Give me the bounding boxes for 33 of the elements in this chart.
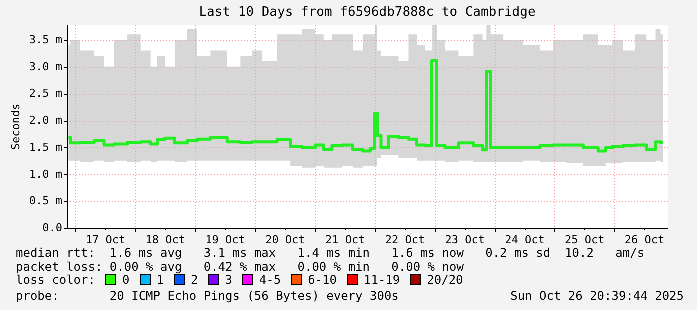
- x-tick-label: 23 Oct: [445, 234, 485, 246]
- y-tick-label: 0.5 m: [29, 194, 63, 208]
- text: 2: [190, 273, 198, 287]
- x-tick-label: 22 Oct: [385, 234, 426, 246]
- y-tick-label: 2.0 m: [29, 114, 63, 128]
- text: 11-19: [364, 273, 400, 287]
- x-tick-label: 19 Oct: [206, 234, 246, 246]
- y-tick-label: 1.5 m: [29, 140, 63, 154]
- x-tick-label: 26 Oct: [624, 234, 665, 246]
- x-tick-label: 20 Oct: [266, 234, 306, 246]
- text: 3: [225, 273, 232, 287]
- text: Sun Oct 26 20:39:44 2025: [510, 288, 684, 303]
- y-tick-label: 1.0 m: [29, 168, 63, 181]
- text: 0: [122, 273, 130, 287]
- y-tick-label: 2.5 m: [29, 87, 63, 100]
- x-tick-label: 24 Oct: [505, 234, 545, 246]
- text: 6-10: [308, 273, 338, 287]
- text: 4-5: [259, 273, 282, 287]
- chart-title: Last 10 Days from f6596db7888c to Cambridge: [199, 5, 536, 20]
- text: median rtt: 1.6 ms avg 3.1 ms max 1.4 ms min 1.6 ms now 0.2 ms sd 10.2 am/s: [16, 246, 646, 260]
- x-tick-label: 17 Oct: [86, 234, 126, 246]
- text: packet loss: 0.00 % avg 0.42 % max 0.00 % min 0.00 % now: [16, 260, 465, 274]
- y-tick-label: 3.0 m: [29, 60, 63, 74]
- y-tick-label: 3.5 m: [29, 34, 63, 47]
- text: loss color:: [16, 273, 96, 287]
- x-tick-label: 25 Oct: [565, 234, 605, 246]
- text: probe: 20 ICMP Echo Pings (56 Bytes) every 300s: [16, 288, 399, 302]
- x-tick-label: 18 Oct: [146, 234, 186, 246]
- y-tick-label: 0.0: [42, 222, 62, 234]
- text: 1: [156, 273, 164, 287]
- x-tick-label: 21 Oct: [325, 234, 366, 246]
- y-axis-title: Seconds: [9, 104, 22, 150]
- text: 20/20: [427, 273, 464, 287]
